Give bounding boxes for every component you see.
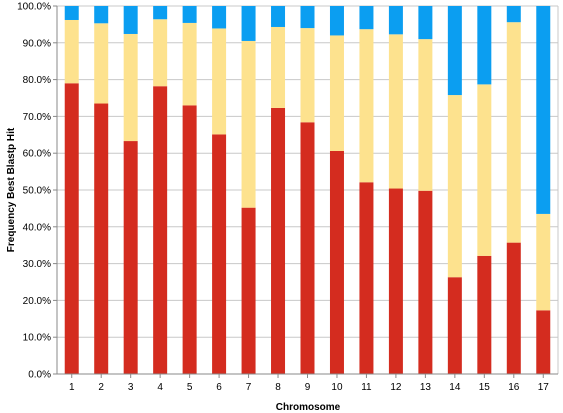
y-axis: 0.0% 10.0% 20.0% 30.0% 40.0% 50.0% 60.0% 70.0% 8… — [17, 2, 58, 381]
bar-segment — [271, 107, 286, 374]
bar-segment — [241, 207, 256, 374]
x-tick-label: 5 — [187, 382, 193, 393]
x-tick-label: 15 — [479, 382, 491, 393]
x-tick-label: 7 — [246, 382, 252, 393]
bar-segment — [477, 84, 492, 256]
bar-segment — [182, 6, 197, 23]
y-tick-label: 70.0% — [23, 112, 51, 123]
bar-segment — [536, 6, 551, 214]
bars — [64, 6, 551, 375]
x-tick-label: 16 — [508, 382, 520, 393]
bar-segment — [271, 6, 286, 27]
x-tick-label: 17 — [538, 382, 550, 393]
bar-segment — [182, 105, 197, 375]
bar-segment — [506, 242, 521, 374]
bar-segment — [153, 86, 168, 374]
bar-segment — [153, 6, 168, 20]
bar-segment — [447, 277, 462, 374]
bar-segment — [300, 122, 315, 375]
x-tick-label: 1 — [69, 382, 75, 393]
bar-segment — [447, 95, 462, 278]
bar-segment — [300, 6, 315, 29]
x-tick-label: 3 — [128, 382, 134, 393]
bar-segment — [153, 19, 168, 87]
x-tick-label: 10 — [331, 382, 343, 393]
bar-segment — [64, 83, 79, 374]
bar-segment — [241, 40, 256, 208]
bar-segment — [300, 28, 315, 123]
bar-segment — [447, 6, 462, 96]
bar-segment — [212, 28, 227, 135]
bar-segment — [94, 23, 109, 104]
bar-segment — [123, 6, 138, 34]
bar-segment — [271, 26, 286, 108]
bar-segment — [506, 22, 521, 243]
bar-segment — [329, 6, 344, 36]
bar-segment — [329, 35, 344, 151]
x-axis-title: Chromosome — [276, 402, 341, 413]
y-tick-label: 60.0% — [23, 149, 51, 160]
bar-segment — [477, 6, 492, 85]
bar-segment — [329, 150, 344, 374]
bar-segment — [241, 6, 256, 41]
y-tick-label: 40.0% — [23, 222, 51, 233]
y-tick-label: 80.0% — [23, 75, 51, 86]
x-tick-label: 6 — [216, 382, 222, 393]
bar-segment — [64, 6, 79, 20]
y-tick-label: 90.0% — [23, 38, 51, 49]
y-axis-title: Frequency Best Blastp Hit — [6, 127, 17, 252]
x-tick-label: 4 — [157, 382, 163, 393]
y-tick-label: 20.0% — [23, 296, 51, 307]
bar-segment — [182, 22, 197, 106]
y-tick-label: 50.0% — [23, 186, 51, 197]
bar-segment — [64, 19, 79, 84]
bar-segment — [388, 6, 403, 35]
bar-segment — [94, 6, 109, 24]
y-tick-label: 100.0% — [17, 2, 51, 13]
x-tick-label: 13 — [420, 382, 432, 393]
x-axis: 1 2 3 4 5 6 7 8 9 10 11 12 13 14 15 16 17 — [57, 373, 558, 393]
x-tick-label: 9 — [305, 382, 311, 393]
bar-segment — [94, 103, 109, 375]
bar-segment — [388, 34, 403, 189]
x-tick-label: 8 — [275, 382, 281, 393]
y-tick-label: 0.0% — [28, 370, 51, 381]
x-tick-label: 2 — [98, 382, 104, 393]
bar-segment — [536, 213, 551, 311]
bar-segment — [418, 6, 433, 40]
bar-segment — [123, 33, 138, 142]
bar-segment — [123, 141, 138, 374]
bar-segment — [418, 190, 433, 374]
bar-segment — [212, 6, 227, 29]
bar-segment — [536, 310, 551, 374]
bar-segment — [418, 39, 433, 191]
y-tick-label: 10.0% — [23, 333, 51, 344]
y-tick-label: 30.0% — [23, 259, 51, 270]
bar-segment — [359, 6, 374, 30]
x-tick-label: 11 — [361, 382, 372, 393]
x-tick-label: 12 — [390, 382, 402, 393]
bar-segment — [388, 188, 403, 374]
bar-segment — [359, 29, 374, 183]
bar-segment — [477, 255, 492, 374]
bar-segment — [359, 182, 374, 374]
bar-segment — [212, 134, 227, 374]
bar-segment — [506, 6, 521, 23]
x-tick-label: 14 — [449, 382, 461, 393]
